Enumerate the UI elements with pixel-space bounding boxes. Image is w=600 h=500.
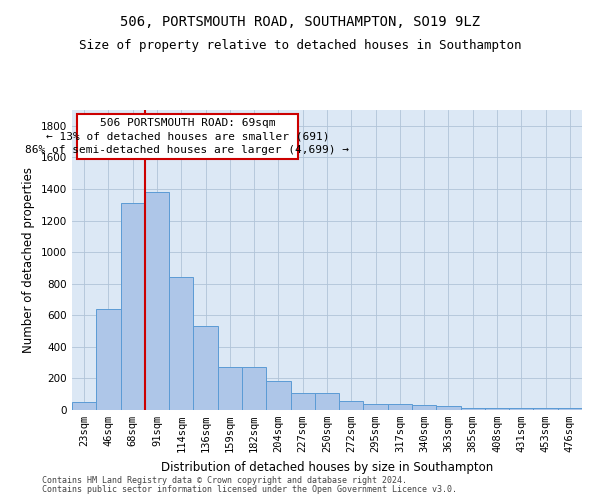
Bar [193, 326, 218, 410]
Bar [339, 400, 364, 410]
Bar [145, 192, 169, 410]
Bar [485, 408, 509, 410]
Text: 86% of semi-detached houses are larger (4,699) →: 86% of semi-detached houses are larger (… [25, 145, 349, 155]
Bar [290, 394, 315, 410]
Text: 506, PORTSMOUTH ROAD, SOUTHAMPTON, SO19 9LZ: 506, PORTSMOUTH ROAD, SOUTHAMPTON, SO19 … [120, 15, 480, 29]
Bar [169, 276, 193, 410]
Bar [461, 408, 485, 410]
Y-axis label: Number of detached properties: Number of detached properties [22, 167, 35, 353]
Bar [242, 366, 266, 410]
Text: ← 13% of detached houses are smaller (691): ← 13% of detached houses are smaller (69… [46, 132, 329, 141]
Text: 506 PORTSMOUTH ROAD: 69sqm: 506 PORTSMOUTH ROAD: 69sqm [100, 118, 275, 128]
Bar [388, 404, 412, 410]
Bar [533, 408, 558, 410]
FancyBboxPatch shape [77, 114, 298, 159]
Bar [436, 406, 461, 410]
Bar [121, 203, 145, 410]
Bar [509, 408, 533, 410]
Bar [558, 408, 582, 410]
Text: Contains public sector information licensed under the Open Government Licence v3: Contains public sector information licen… [42, 485, 457, 494]
Bar [96, 309, 121, 410]
Bar [218, 366, 242, 410]
Bar [315, 394, 339, 410]
Bar [364, 404, 388, 410]
Text: Contains HM Land Registry data © Crown copyright and database right 2024.: Contains HM Land Registry data © Crown c… [42, 476, 407, 485]
Bar [266, 381, 290, 410]
Bar [412, 405, 436, 410]
Bar [72, 402, 96, 410]
Text: Size of property relative to detached houses in Southampton: Size of property relative to detached ho… [79, 39, 521, 52]
X-axis label: Distribution of detached houses by size in Southampton: Distribution of detached houses by size … [161, 460, 493, 473]
